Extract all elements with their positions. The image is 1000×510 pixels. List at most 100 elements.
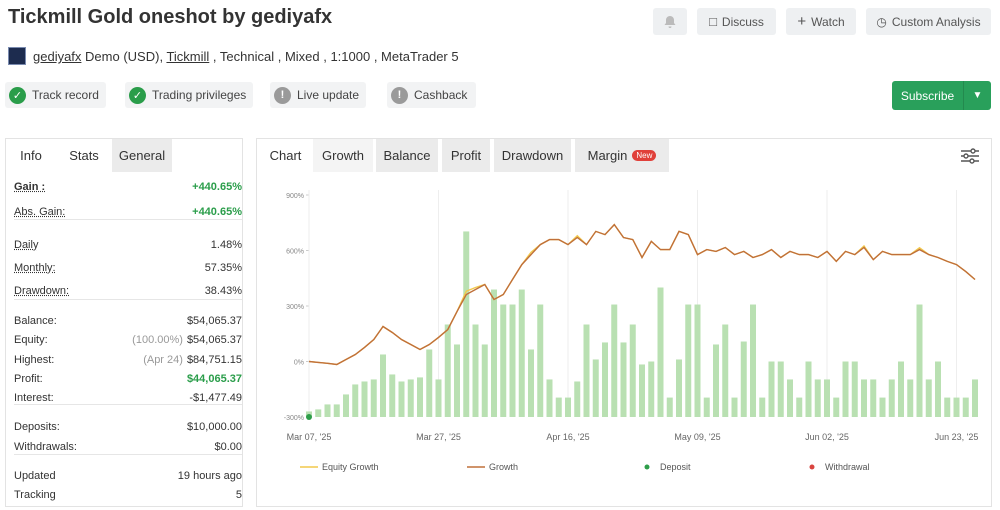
stat-label: Profit: [14, 372, 43, 385]
tab[interactable]: Growth [313, 139, 373, 172]
badge-label: Track record [32, 88, 99, 102]
button-label: Custom Analysis [891, 14, 981, 29]
bell-button[interactable] [653, 8, 687, 35]
discuss-button[interactable]: □ Discuss [697, 8, 776, 35]
stat-label: Balance: [14, 315, 57, 327]
stat-value: $10,000.00 [186, 421, 242, 433]
bar [759, 397, 766, 417]
custom-analysis-button[interactable]: ◷ Custom Analysis [866, 8, 991, 35]
bar [361, 381, 368, 417]
stat-row: Profit: $44,065.37 [14, 371, 242, 387]
bar [657, 287, 664, 417]
stat-row: Balance: $54,065.37 [14, 313, 242, 329]
tab[interactable]: Chart [269, 148, 302, 163]
bar [398, 381, 405, 417]
subscribe-button[interactable]: Subscribe ▼ [892, 81, 991, 110]
badge: ✓ Trading privileges [125, 82, 253, 108]
stat-label: Tracking [14, 489, 56, 501]
y-tick-label: 600% [286, 249, 304, 256]
stat-row: Withdrawals: $0.00 [14, 439, 242, 455]
button-label: Watch [811, 14, 845, 29]
bar [814, 379, 821, 417]
bar [528, 349, 534, 417]
x-tick-label: Apr 16, '25 [546, 432, 589, 442]
bar [666, 397, 673, 417]
tab[interactable]: Balance [376, 139, 438, 172]
legend-label: Withdrawal [825, 462, 870, 472]
bar [537, 304, 544, 417]
bar [805, 361, 812, 417]
separator [14, 404, 242, 405]
bar [555, 397, 562, 417]
avatar [8, 47, 26, 65]
bar [962, 397, 969, 417]
bar [972, 379, 978, 417]
point [306, 414, 312, 420]
tab[interactable]: Stats [69, 148, 99, 163]
bar [315, 409, 322, 417]
stat-label: Monthly: [14, 262, 56, 274]
badge: ! Live update [270, 82, 366, 108]
tab[interactable]: Info [20, 148, 42, 163]
x-tick-label: Mar 27, '25 [416, 432, 461, 442]
separator [14, 299, 242, 300]
stat-value: +440.65% [192, 206, 242, 218]
bar [592, 359, 599, 417]
bar [796, 397, 803, 417]
y-tick-label: 900% [286, 193, 304, 200]
legend-swatch [644, 464, 650, 470]
bar [426, 349, 433, 417]
stat-value: $84,751.15 [186, 353, 242, 366]
bar [685, 304, 692, 417]
bar [861, 379, 867, 417]
bar [935, 361, 941, 417]
bar [417, 377, 423, 417]
stat-row: Tracking 5 [14, 487, 242, 503]
stat-row: Equity: (100.00%) $54,065.37 [14, 332, 242, 348]
settings-icon[interactable] [960, 147, 980, 165]
broker-link[interactable]: Tickmill [166, 49, 210, 64]
bar [898, 361, 904, 417]
bar [454, 344, 460, 417]
stat-label: Updated [14, 470, 56, 482]
tab[interactable]: Drawdown [494, 139, 571, 172]
bar [722, 324, 729, 417]
watch-button[interactable]: + Watch [786, 8, 856, 35]
tab[interactable]: Profit [442, 139, 490, 172]
y-tick-label: 300% [286, 304, 304, 311]
stat-label: Withdrawals: [14, 441, 77, 453]
chart-panel: Chart Growth Balance Profit Drawdown Mar… [256, 138, 992, 507]
tab[interactable]: Margin New [575, 139, 669, 172]
stat-value: $0.00 [214, 441, 242, 453]
bar [694, 304, 701, 417]
bar [731, 397, 738, 417]
stat-label: Deposits: [14, 421, 60, 433]
badge: ! Cashback [387, 82, 476, 108]
bar [713, 344, 719, 417]
bar [444, 324, 451, 417]
bar [389, 374, 396, 417]
stat-label: Gain : [14, 181, 46, 193]
user-link[interactable]: gediyafx [33, 49, 82, 64]
x-tick-label: May 09, '25 [674, 432, 720, 442]
bar [768, 361, 775, 417]
bar [750, 304, 756, 417]
bar [611, 304, 618, 417]
bar [824, 379, 830, 417]
bar [777, 361, 784, 417]
stat-value: $54,065.37 [186, 334, 242, 347]
stat-row: Gain : +440.65% [14, 179, 242, 195]
bar [333, 404, 340, 417]
bar [740, 341, 747, 417]
y-tick-label: 0% [294, 360, 304, 367]
bar [407, 379, 414, 417]
stat-value: -$1,477.49 [189, 392, 242, 405]
title: Tickmill Gold oneshot by gediyafx [8, 6, 333, 28]
tab[interactable]: General [112, 139, 172, 172]
stat-value: $54,065.37 [186, 315, 242, 327]
bar [370, 379, 377, 417]
bar [324, 404, 331, 417]
bar [583, 324, 590, 417]
bar [870, 379, 877, 417]
subscribe-label: Subscribe [900, 88, 955, 103]
